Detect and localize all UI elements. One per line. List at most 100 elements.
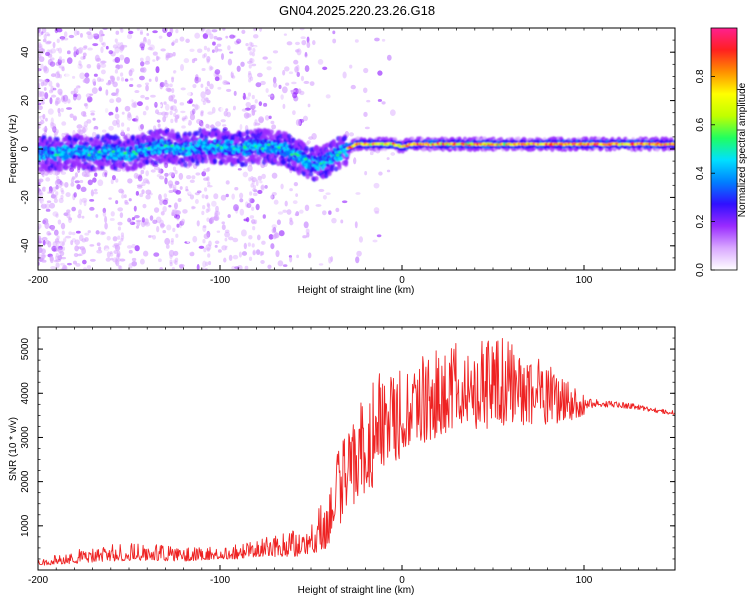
speckle-cell [243, 242, 247, 250]
speckle-cell [172, 40, 176, 45]
speckle-cell [185, 188, 189, 192]
speckle-cell [179, 220, 185, 226]
speckle-cell [237, 264, 243, 270]
speckle-cell [41, 254, 47, 257]
speckle-cell [38, 28, 41, 34]
speckle-cell [249, 191, 253, 196]
speckle-cell [376, 234, 382, 238]
speckle-cell [248, 64, 252, 69]
speckle-cell [244, 265, 249, 270]
speckle-cell [174, 260, 178, 266]
speckle-cell [75, 230, 81, 234]
speckle-cell [363, 67, 369, 74]
speckle-cell [99, 111, 105, 119]
speckle-cell [97, 179, 104, 187]
speckle-cell [64, 181, 69, 188]
speckle-cell [117, 257, 121, 262]
speckle-cell [194, 199, 199, 204]
speckle-cell [261, 173, 266, 180]
speckle-cell [121, 194, 125, 199]
speckle-cell [191, 108, 196, 115]
speckle-cell [53, 198, 58, 204]
speckle-cell [170, 106, 174, 111]
speckle-cell [202, 239, 206, 244]
speckle-cell [162, 230, 167, 234]
speckle-cell [100, 46, 104, 54]
speckle-cell [119, 42, 124, 47]
speckle-cell [100, 60, 107, 64]
speckle-cell [286, 209, 292, 215]
speckle-cell [66, 209, 71, 214]
speckle-cell [214, 240, 220, 245]
speckle-cell [240, 61, 245, 67]
speckle-cell [202, 100, 206, 106]
speckle-cell [71, 231, 76, 236]
speckle-cell [46, 33, 51, 37]
speckle-cell [38, 239, 42, 243]
speckle-cell [354, 221, 358, 229]
speckle-cell [356, 250, 362, 257]
speckle-cell [206, 202, 210, 207]
speckle-cell [144, 96, 150, 100]
speckle-cell [60, 256, 67, 260]
speckle-cell [221, 224, 226, 231]
speckle-cell [77, 64, 81, 71]
speckle-cell [115, 92, 119, 97]
speckle-cell [251, 243, 255, 248]
speckle-cell [110, 201, 115, 206]
speckle-cell [45, 117, 48, 122]
speckle-cell [203, 187, 208, 192]
speckle-cell [206, 80, 211, 87]
ridge-halo-cell [46, 159, 52, 166]
speckle-cell [114, 38, 118, 43]
speckle-cell [156, 225, 160, 233]
speckle-cell [42, 127, 49, 132]
speckle-cell [171, 105, 177, 111]
speckle-cell [284, 200, 288, 207]
speckle-cell [59, 36, 66, 40]
speckle-cell [54, 71, 61, 79]
speckle-cell [173, 184, 177, 190]
speckle-cell [51, 94, 57, 98]
speckle-cell [252, 48, 256, 53]
speckle-cell [134, 245, 140, 252]
speckle-cell [116, 76, 120, 81]
speckle-cell [124, 105, 131, 112]
speckle-cell [65, 235, 72, 239]
speckle-cell [169, 28, 173, 32]
speckle-cell [90, 112, 95, 116]
speckle-cell [156, 111, 163, 116]
speckle-cell [171, 211, 175, 217]
speckle-cell [265, 29, 271, 37]
speckle-cell [249, 198, 255, 204]
speckle-cell [115, 200, 119, 205]
speckle-cell [124, 78, 129, 82]
speckle-cell [216, 37, 223, 41]
speckle-cell [224, 231, 231, 238]
speckle-cell [79, 179, 84, 184]
speckle-cell [118, 241, 122, 246]
speckle-cell [96, 77, 102, 83]
speckle-cell [231, 75, 236, 79]
speckle-cell [82, 126, 86, 134]
speckle-cell [172, 51, 176, 57]
speckle-cell [289, 255, 293, 263]
speckle-cell [207, 207, 211, 212]
speckle-cell [71, 238, 77, 243]
speckle-cell [60, 171, 67, 175]
speckle-cell [295, 49, 300, 53]
speckle-cell [102, 41, 106, 48]
speckle-cell [48, 232, 52, 236]
speckle-cell [229, 51, 234, 54]
speckle-cell [169, 261, 173, 267]
speckle-cell [100, 63, 107, 68]
speckle-cell [252, 250, 256, 256]
speckle-cell [166, 31, 173, 38]
speckle-cell [202, 260, 207, 268]
speckle-cell [168, 249, 175, 257]
speckle-cell [204, 97, 209, 102]
speckle-cell [78, 60, 82, 67]
speckle-cell [253, 189, 258, 193]
speckle-cell [179, 36, 185, 42]
speckle-cell [332, 38, 337, 44]
